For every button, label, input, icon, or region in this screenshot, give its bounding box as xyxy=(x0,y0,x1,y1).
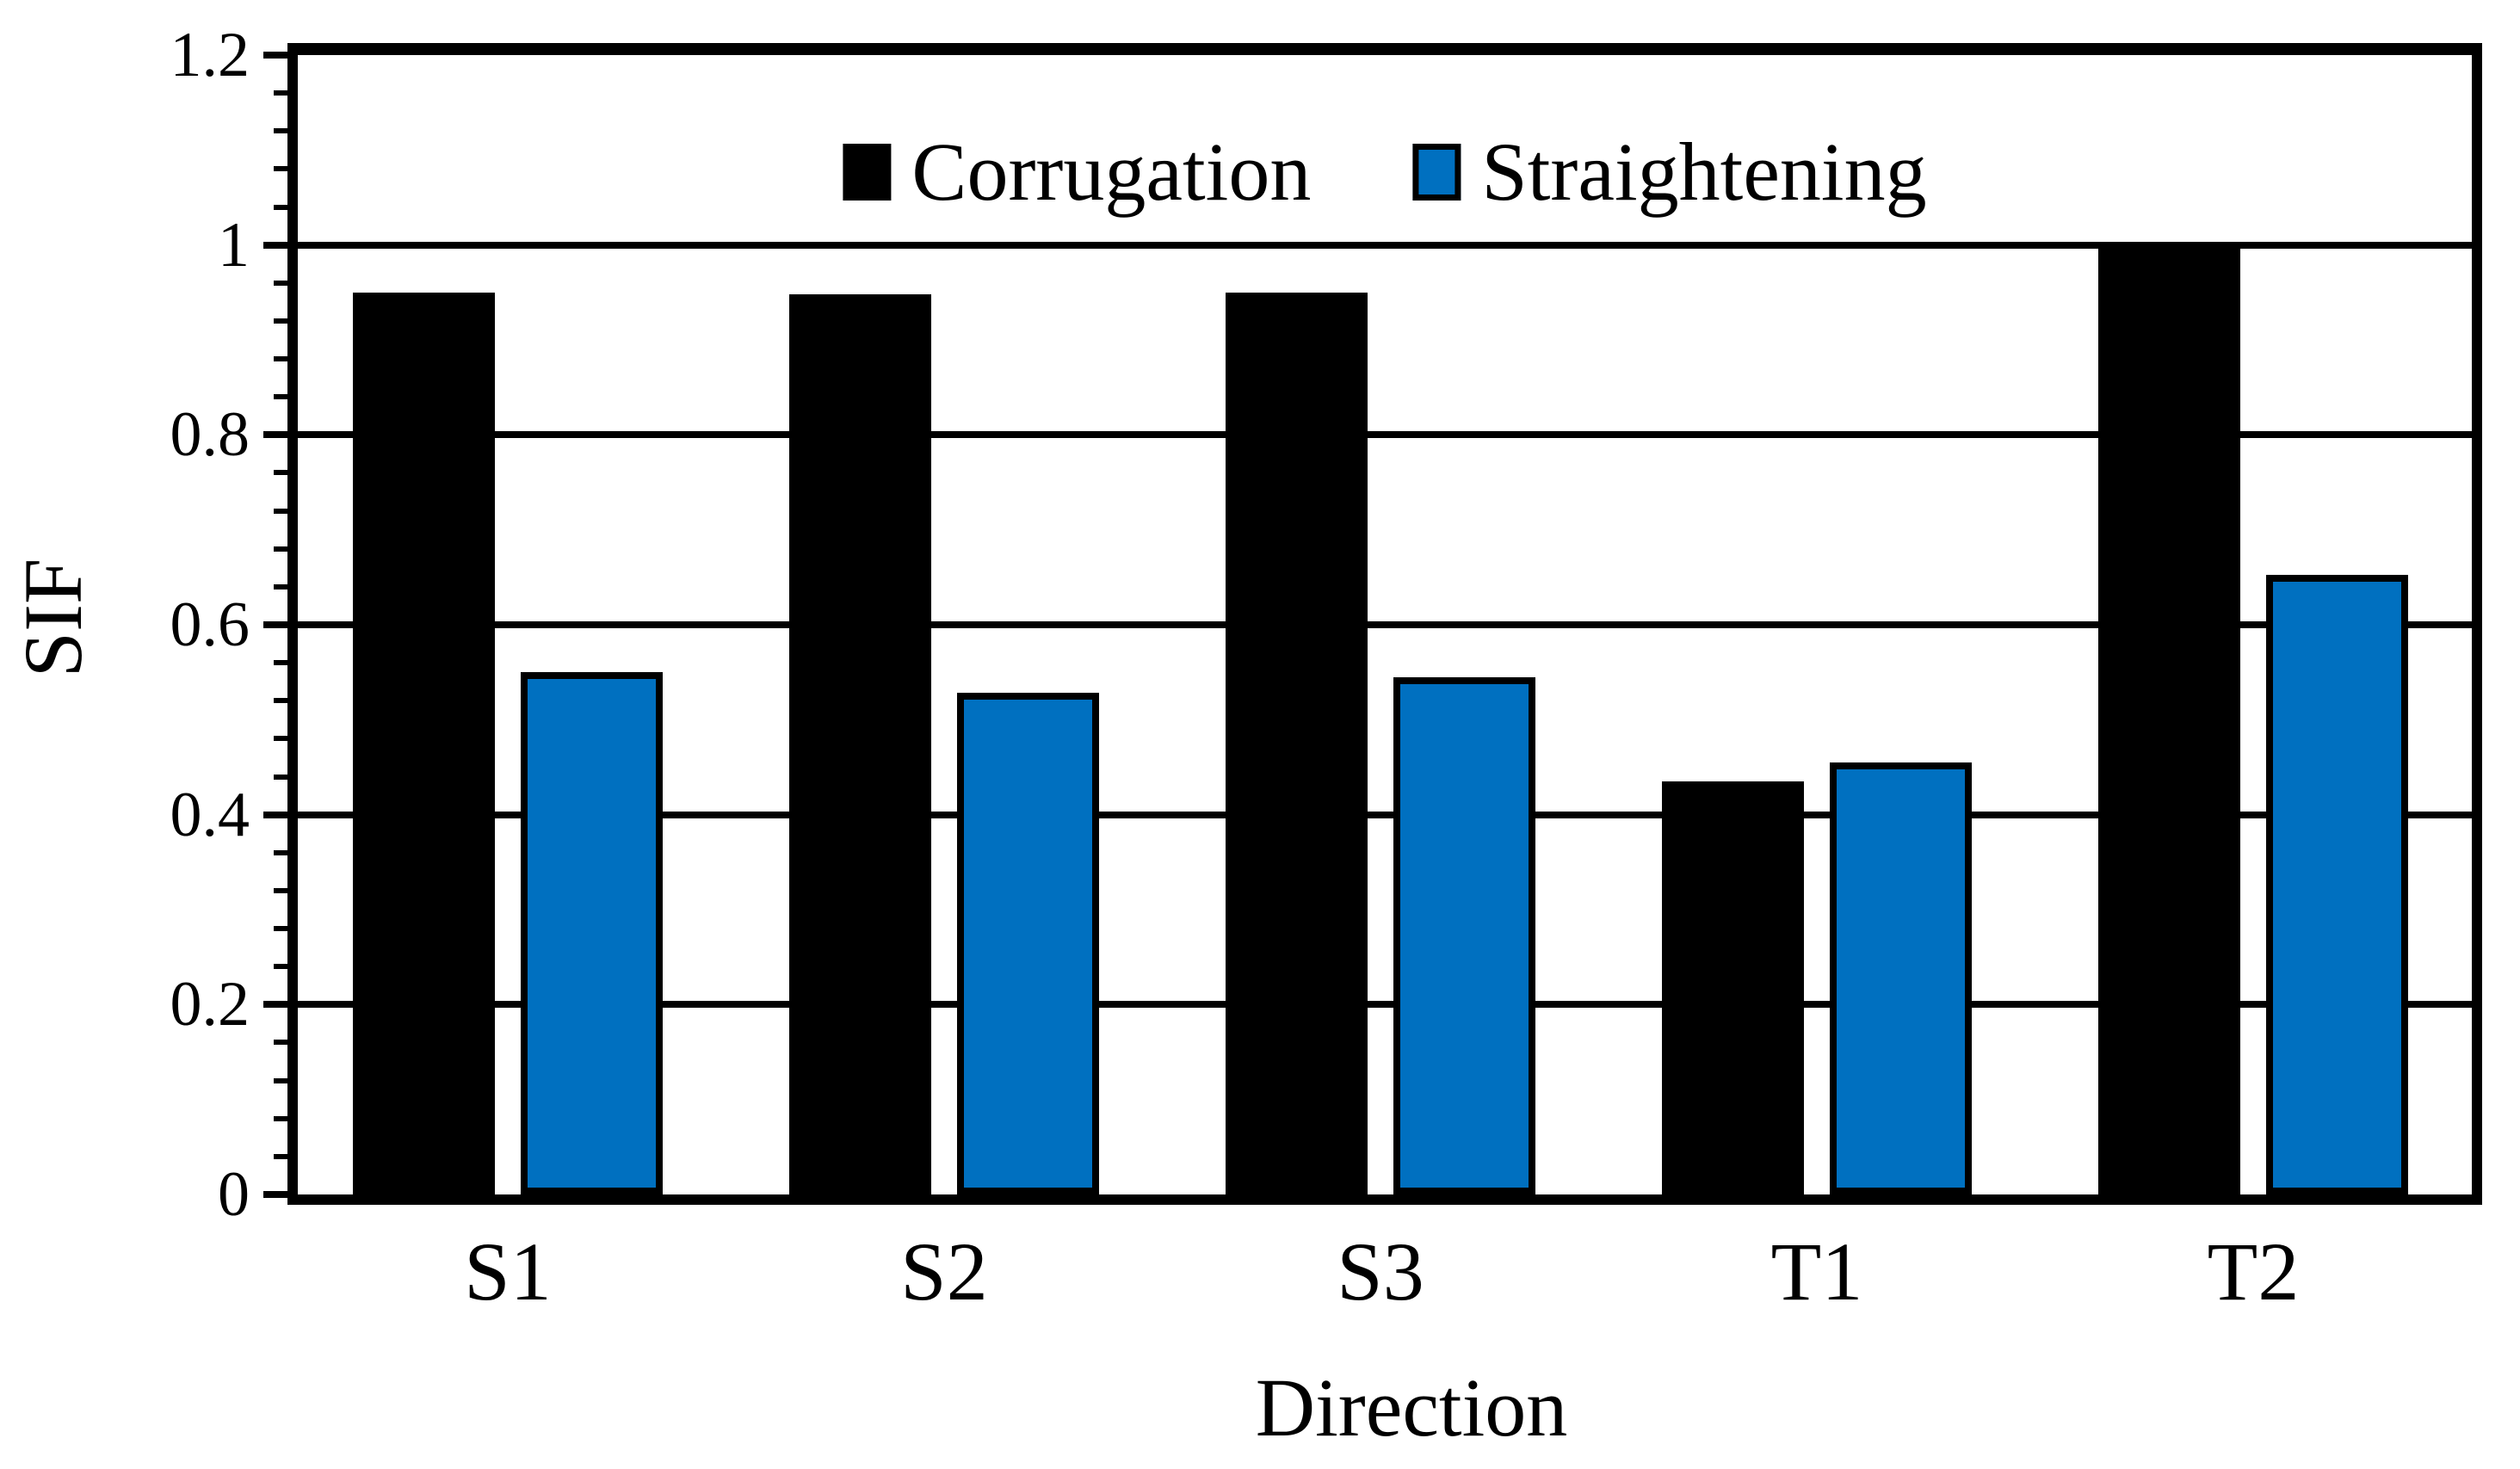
bar-straightening-t2 xyxy=(2266,574,2408,1194)
bar-straightening-s3 xyxy=(1393,676,1535,1194)
gridline xyxy=(298,431,2472,439)
y-minor-tick xyxy=(274,736,298,742)
y-minor-tick xyxy=(274,166,298,172)
y-minor-tick xyxy=(274,204,298,210)
gridline xyxy=(298,811,2472,818)
bar-group-s3 xyxy=(1226,55,1535,1194)
bar-group-t1 xyxy=(1662,55,1972,1194)
bar-group-s1 xyxy=(353,55,663,1194)
straightening-swatch-icon xyxy=(1412,144,1461,201)
y-minor-tick xyxy=(274,508,298,514)
y-minor-tick xyxy=(274,926,298,932)
y-major-tick xyxy=(263,431,298,439)
bar-corrugation-t2 xyxy=(2098,244,2240,1194)
y-minor-tick xyxy=(274,90,298,96)
y-minor-tick xyxy=(274,280,298,286)
y-major-tick xyxy=(263,1001,298,1009)
y-major-tick xyxy=(263,52,298,59)
y-minor-tick xyxy=(274,128,298,134)
bar-straightening-s1 xyxy=(521,672,663,1194)
legend-item-corrugation: Corrugation xyxy=(843,129,1311,215)
x-category-label: S2 xyxy=(900,1225,988,1318)
y-tick-label: 1.2 xyxy=(170,20,250,90)
y-minor-tick xyxy=(274,318,298,324)
bar-group-t2 xyxy=(2098,55,2408,1194)
bar-corrugation-s1 xyxy=(353,292,495,1194)
legend-item-straightening: Straightening xyxy=(1412,126,1927,218)
y-axis-title: SIF xyxy=(7,558,99,678)
bar-corrugation-s2 xyxy=(789,294,931,1194)
y-minor-tick xyxy=(274,698,298,704)
y-tick-label: 0.2 xyxy=(170,969,250,1040)
y-minor-tick xyxy=(274,1115,298,1121)
y-tick-label: 0.4 xyxy=(170,779,250,850)
y-minor-tick xyxy=(274,849,298,855)
legend-label: Straightening xyxy=(1481,126,1927,218)
y-major-tick xyxy=(263,241,298,249)
x-category-label: T1 xyxy=(1770,1225,1863,1318)
y-minor-tick xyxy=(274,394,298,400)
gridline xyxy=(298,621,2472,628)
y-tick-label: 0.6 xyxy=(170,589,250,660)
y-tick-label: 0.8 xyxy=(170,399,250,471)
y-major-tick xyxy=(263,811,298,818)
y-minor-tick xyxy=(274,1040,298,1046)
y-minor-tick xyxy=(274,964,298,970)
gridline xyxy=(298,1001,2472,1009)
y-minor-tick xyxy=(274,470,298,476)
bar-corrugation-s3 xyxy=(1226,292,1368,1194)
y-minor-tick xyxy=(274,546,298,552)
gridline xyxy=(298,241,2472,249)
legend: Corrugation Straightening xyxy=(843,126,1927,218)
corrugation-swatch-icon xyxy=(843,144,892,201)
y-minor-tick xyxy=(274,660,298,666)
legend-label: Corrugation xyxy=(911,126,1312,218)
y-minor-tick xyxy=(274,1077,298,1083)
y-major-tick xyxy=(263,621,298,628)
y-major-tick xyxy=(263,1191,298,1198)
x-axis-title: Direction xyxy=(1255,1361,1568,1454)
plot-area: Corrugation Straightening 0 0.2 0.4 0.6 0.8 1… xyxy=(170,23,2482,1313)
y-tick-label: 0 xyxy=(218,1159,250,1230)
x-category-label: S3 xyxy=(1337,1225,1424,1318)
x-category-label: S1 xyxy=(464,1225,552,1318)
y-minor-tick xyxy=(274,1153,298,1159)
bar-group-s2 xyxy=(789,55,1099,1194)
y-minor-tick xyxy=(274,887,298,893)
bar-straightening-s2 xyxy=(957,693,1099,1194)
y-minor-tick xyxy=(274,356,298,362)
y-minor-tick xyxy=(274,774,298,780)
y-tick-label: 1 xyxy=(218,209,250,281)
bar-corrugation-t1 xyxy=(1662,781,1804,1194)
bar-straightening-t1 xyxy=(1830,762,1972,1194)
x-category-label: T2 xyxy=(2207,1225,2300,1318)
y-minor-tick xyxy=(274,583,298,589)
